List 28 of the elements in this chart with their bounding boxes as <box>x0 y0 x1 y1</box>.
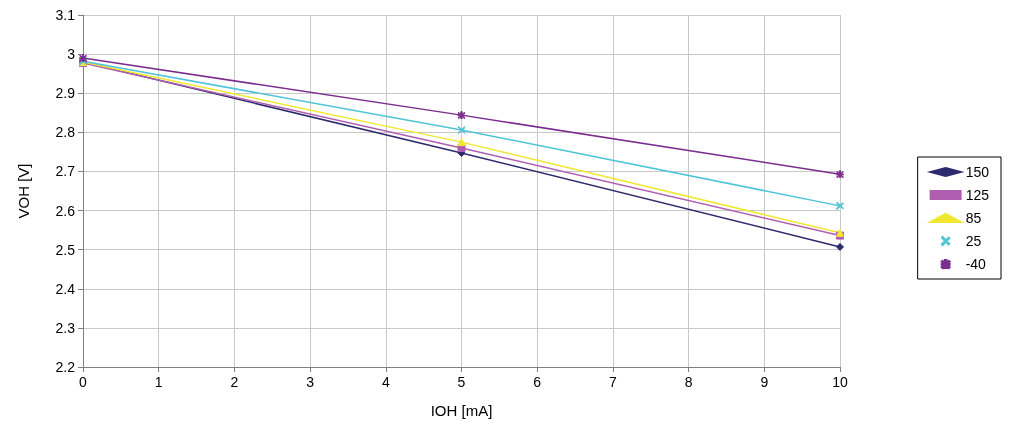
y-tick-label: 2.6 <box>55 202 76 219</box>
legend-label: 125 <box>965 187 990 203</box>
x-tick-label: 9 <box>760 374 769 390</box>
x-tick-label: 0 <box>79 374 88 390</box>
y-tick-label: 2.5 <box>55 241 76 258</box>
x-axis-title: IOH [mA] <box>430 402 493 419</box>
y-tick-label: 3 <box>67 46 76 63</box>
legend-label: 85 <box>965 210 982 226</box>
x-tick-label: 10 <box>832 374 848 390</box>
x-tick-label: 6 <box>533 374 542 390</box>
legend-label: 25 <box>965 233 982 249</box>
x-tick-label: 5 <box>457 374 466 390</box>
y-tick-label: 3.1 <box>55 7 76 23</box>
x-tick-label: 3 <box>306 374 315 390</box>
x-tick-label: 4 <box>381 374 390 390</box>
legend-label: 150 <box>965 164 990 180</box>
y-tick-label: 2.4 <box>55 280 76 297</box>
x-tick-label: 1 <box>154 374 163 390</box>
y-tick-label: 2.8 <box>55 124 76 141</box>
y-axis-title: VOH [V] <box>15 163 32 219</box>
x-tick-label: 2 <box>230 374 239 390</box>
x-tick-label: 7 <box>609 374 617 390</box>
x-tick-label: 8 <box>684 374 693 390</box>
y-tick-label: 2.7 <box>55 163 76 180</box>
y-tick-label: 2.2 <box>55 359 76 375</box>
y-tick-label: 2.3 <box>55 319 76 336</box>
legend-label: -40 <box>965 256 987 272</box>
y-tick-label: 2.9 <box>55 85 76 102</box>
